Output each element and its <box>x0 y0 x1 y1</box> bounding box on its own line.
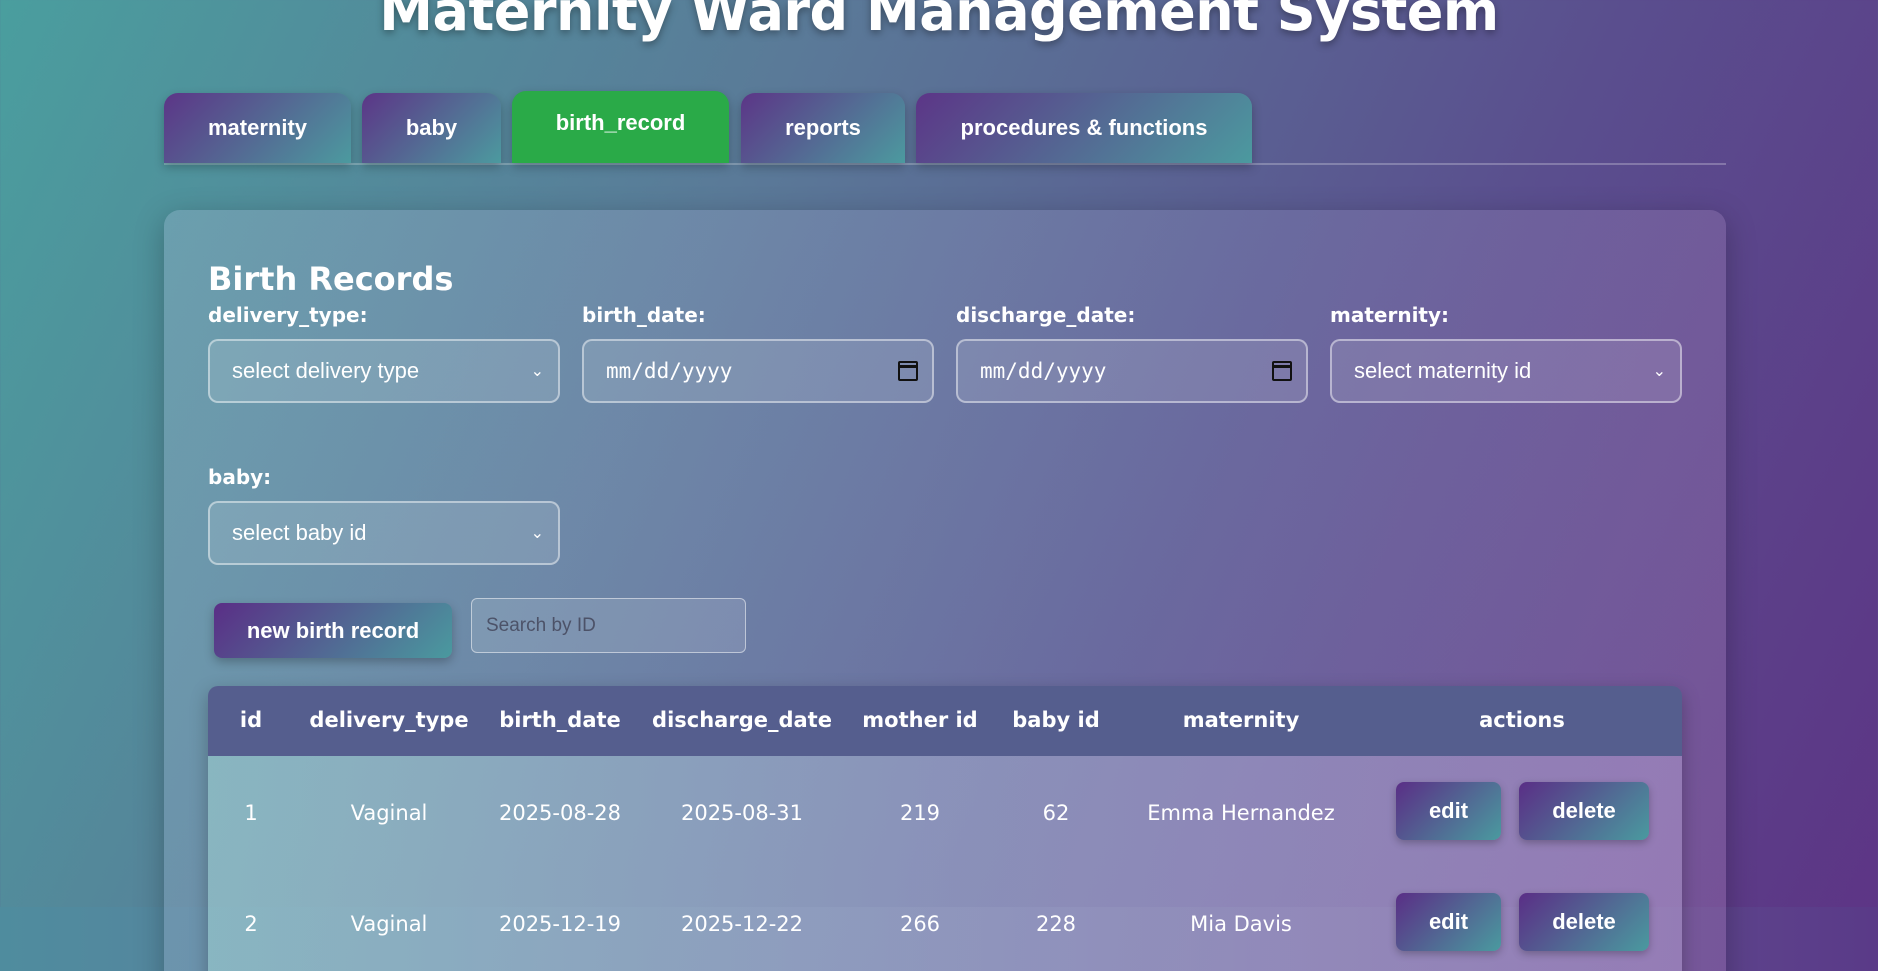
discharge-date-value: mm/dd/yyyy <box>980 359 1107 383</box>
cell-mother-id: 219 <box>899 801 941 825</box>
column-header-maternity: maternity <box>1182 708 1300 732</box>
column-header-actions: actions <box>1479 708 1565 732</box>
tab-reports[interactable]: reports <box>741 93 905 163</box>
tab-procedures-functions[interactable]: procedures & functions <box>916 93 1252 163</box>
panel-title: Birth Records <box>208 260 454 298</box>
tab-baby[interactable]: baby <box>362 93 501 163</box>
delivery-type-select[interactable]: select delivery type ⌄ <box>208 339 560 403</box>
delivery-type-label: delivery_type: <box>208 303 368 327</box>
baby-value: select baby id <box>232 520 367 545</box>
new-birth-record-button[interactable]: new birth record <box>214 603 452 658</box>
table-body: 1 Vaginal 2025-08-28 2025-08-31 219 62 E… <box>208 756 1682 971</box>
cell-id: 2 <box>244 912 258 936</box>
page-title: Maternity Ward Management System <box>379 0 1499 43</box>
tab-birth-record[interactable]: birth_record <box>512 91 729 163</box>
birth-date-input[interactable]: mm/dd/yyyy <box>582 339 934 403</box>
table-header: id delivery_type birth_date discharge_da… <box>208 686 1682 756</box>
tab-maternity[interactable]: maternity <box>164 93 351 163</box>
cell-baby-id: 62 <box>1042 801 1070 825</box>
delete-button[interactable]: delete <box>1519 782 1649 840</box>
cell-discharge-date: 2025-12-22 <box>680 912 804 936</box>
cell-delivery-type: Vaginal <box>350 801 428 825</box>
discharge-date-input[interactable]: mm/dd/yyyy <box>956 339 1308 403</box>
search-input[interactable]: Search by ID <box>471 598 746 653</box>
cell-id: 1 <box>244 801 258 825</box>
cell-birth-date: 2025-12-19 <box>498 912 622 936</box>
cell-discharge-date: 2025-08-31 <box>680 801 804 825</box>
maternity-label: maternity: <box>1330 303 1450 327</box>
column-header-birth-date: birth_date <box>499 708 621 732</box>
cell-birth-date: 2025-08-28 <box>498 801 622 825</box>
birth-date-label: birth_date: <box>582 303 706 327</box>
column-header-delivery-type: delivery_type <box>309 708 469 732</box>
search-placeholder: Search by ID <box>486 614 596 636</box>
cell-mother-id: 266 <box>899 912 941 936</box>
birth-records-table: id delivery_type birth_date discharge_da… <box>208 686 1682 971</box>
birth-records-panel: Birth Records delivery_type: select deli… <box>164 210 1726 971</box>
calendar-icon[interactable] <box>898 361 918 381</box>
discharge-date-label: discharge_date: <box>956 303 1136 327</box>
baby-label: baby: <box>208 465 272 489</box>
maternity-select[interactable]: select maternity id ⌄ <box>1330 339 1682 403</box>
delivery-type-value: select delivery type <box>232 358 420 383</box>
edit-button[interactable]: edit <box>1396 782 1501 840</box>
column-header-baby-id: baby id <box>1012 708 1100 732</box>
edit-button[interactable]: edit <box>1396 893 1501 951</box>
cell-maternity: Emma Hernandez <box>1147 801 1335 825</box>
delete-button[interactable]: delete <box>1519 893 1649 951</box>
cell-baby-id: 228 <box>1035 912 1077 936</box>
baby-select[interactable]: select baby id ⌄ <box>208 501 560 565</box>
calendar-icon[interactable] <box>1272 361 1292 381</box>
column-header-discharge-date: discharge_date <box>652 708 832 732</box>
column-header-id: id <box>239 708 263 732</box>
maternity-value: select maternity id <box>1354 358 1532 383</box>
cell-maternity: Mia Davis <box>1190 912 1292 936</box>
column-header-mother-id: mother id <box>862 708 978 732</box>
cell-delivery-type: Vaginal <box>350 912 428 936</box>
tab-bar: maternity baby birth_record reports proc… <box>164 91 1726 165</box>
chevron-down-icon: ⌄ <box>530 363 544 380</box>
birth-date-value: mm/dd/yyyy <box>606 359 733 383</box>
chevron-down-icon: ⌄ <box>530 525 544 542</box>
chevron-down-icon: ⌄ <box>1652 363 1666 380</box>
